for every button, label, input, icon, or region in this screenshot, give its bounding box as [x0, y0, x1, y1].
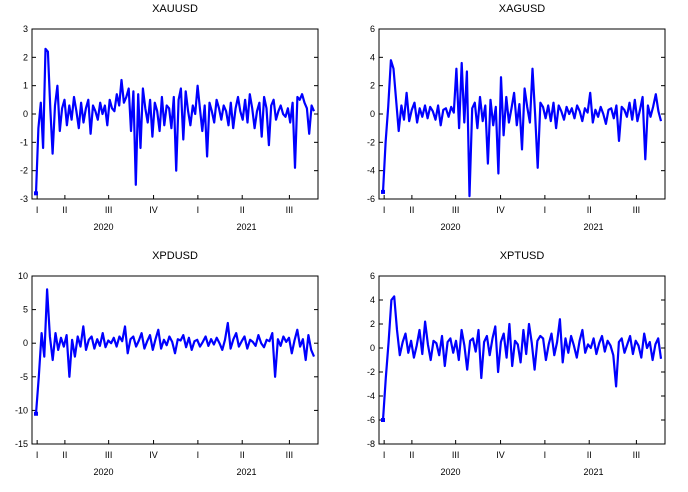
- x-quarter-label: I: [197, 205, 200, 215]
- y-tick-label: -6: [367, 415, 375, 425]
- y-tick-label: 2: [370, 319, 375, 329]
- x-quarter-label: I: [544, 450, 547, 460]
- y-tick-label: 0: [370, 109, 375, 119]
- y-tick-label: -4: [367, 391, 375, 401]
- x-quarter-label: II: [62, 205, 67, 215]
- x-year-label: 2020: [440, 222, 460, 232]
- data-point: [34, 191, 38, 196]
- y-tick-label: 4: [370, 52, 375, 62]
- x-quarter-label: II: [240, 450, 245, 460]
- x-quarter-label: IV: [496, 205, 505, 215]
- x-year-label: 2021: [583, 467, 603, 477]
- y-tick-label: -2: [20, 166, 28, 176]
- y-tick-label: -1: [20, 137, 28, 147]
- y-tick-label: 10: [18, 271, 28, 281]
- x-quarter-label: I: [383, 205, 386, 215]
- data-point: [381, 418, 385, 422]
- y-tick-label: -4: [367, 166, 375, 176]
- series-line: [34, 47, 316, 194]
- y-tick-label: 6: [370, 24, 375, 34]
- x-quarter-label: I: [36, 205, 39, 215]
- y-tick-label: -10: [15, 405, 28, 415]
- x-quarter-label: III: [633, 450, 641, 460]
- x-quarter-label: III: [105, 205, 113, 215]
- series-line: [381, 59, 663, 198]
- plot-frame: [378, 275, 666, 445]
- x-quarter-label: I: [544, 205, 547, 215]
- y-tick-label: 0: [23, 338, 28, 348]
- x-quarter-label: III: [286, 450, 294, 460]
- series-line: [34, 288, 316, 414]
- x-quarter-label: III: [452, 205, 460, 215]
- x-quarter-label: II: [409, 205, 414, 215]
- x-quarter-label: IV: [496, 450, 505, 460]
- chart-title: XPDUSD: [152, 250, 198, 262]
- y-tick-label: -15: [15, 439, 28, 449]
- data-point: [381, 189, 385, 194]
- x-year-label: 2021: [236, 222, 256, 232]
- y-tick-label: 3: [23, 24, 28, 34]
- x-quarter-label: III: [286, 205, 294, 215]
- x-quarter-label: II: [587, 205, 592, 215]
- y-tick-label: 2: [370, 81, 375, 91]
- x-year-label: 2021: [236, 467, 256, 477]
- y-tick-label: -2: [367, 367, 375, 377]
- x-quarter-label: II: [587, 450, 592, 460]
- y-tick-label: -5: [20, 372, 28, 382]
- x-quarter-label: I: [383, 450, 386, 460]
- y-tick-label: 2: [23, 52, 28, 62]
- plot-frame: [31, 275, 319, 445]
- y-tick-label: -2: [367, 137, 375, 147]
- x-quarter-label: II: [240, 205, 245, 215]
- x-year-label: 2021: [583, 222, 603, 232]
- y-tick-label: 0: [370, 343, 375, 353]
- x-year-label: 2020: [93, 222, 113, 232]
- x-quarter-label: IV: [149, 205, 158, 215]
- x-quarter-label: III: [633, 205, 641, 215]
- x-year-label: 2020: [93, 467, 113, 477]
- y-tick-label: 0: [23, 109, 28, 119]
- y-tick-label: 6: [370, 271, 375, 281]
- data-point: [34, 411, 38, 416]
- y-tick-label: 5: [23, 305, 28, 315]
- chart-title: XAUUSD: [152, 3, 198, 15]
- series-line: [381, 295, 663, 421]
- chart-title: XPTUSD: [500, 250, 545, 262]
- y-tick-label: -8: [367, 439, 375, 449]
- x-quarter-label: I: [36, 450, 39, 460]
- x-quarter-label: I: [197, 450, 200, 460]
- y-tick-label: -6: [367, 194, 375, 204]
- x-quarter-label: II: [62, 450, 67, 460]
- x-quarter-label: III: [452, 450, 460, 460]
- chart-title: XAGUSD: [499, 3, 546, 15]
- y-tick-label: -3: [20, 194, 28, 204]
- y-tick-label: 1: [23, 81, 28, 91]
- x-quarter-label: IV: [149, 450, 158, 460]
- x-year-label: 2020: [440, 467, 460, 477]
- y-tick-label: 4: [370, 295, 375, 305]
- x-quarter-label: II: [409, 450, 414, 460]
- x-quarter-label: III: [105, 450, 113, 460]
